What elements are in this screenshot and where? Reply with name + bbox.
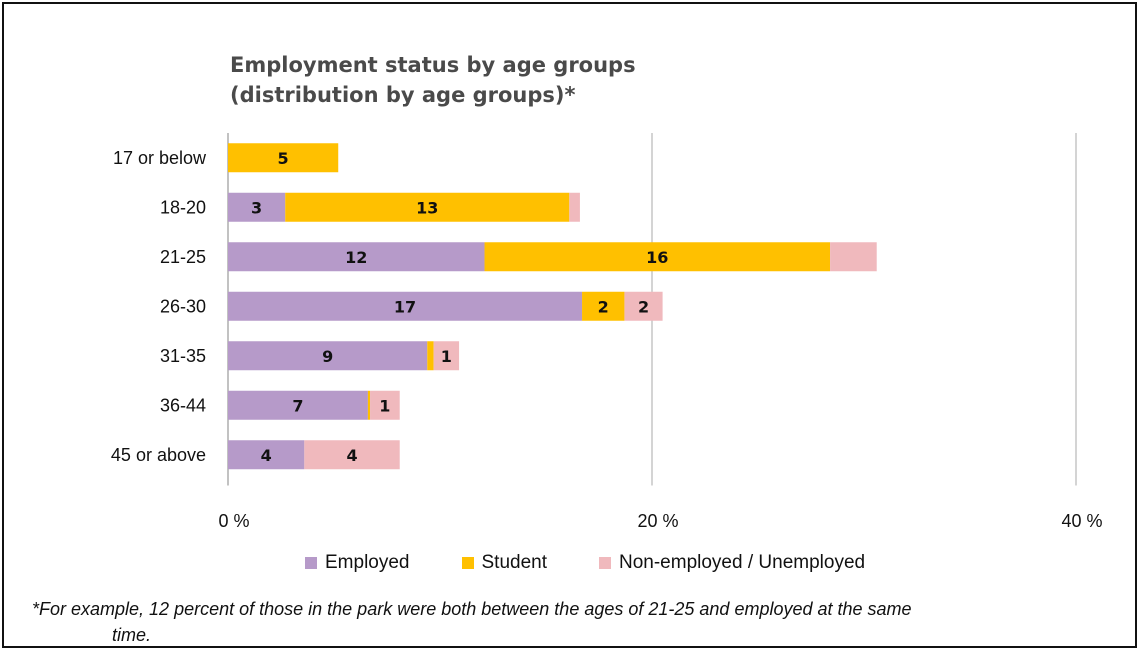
bar-non-employed-unemployed-6 <box>304 440 400 470</box>
bar-non-employed-unemployed-2 <box>830 242 877 272</box>
data-label-2-6: 4 <box>346 446 357 465</box>
data-label-1-1: 13 <box>416 198 438 217</box>
data-label-2-5: 1 <box>379 396 390 415</box>
bar-student-0 <box>228 143 339 173</box>
data-label-0-4: 9 <box>322 347 333 366</box>
data-label-2-3: 2 <box>638 297 649 316</box>
category-label-3: 26-30 <box>160 296 206 316</box>
bar-non-employed-unemployed-5 <box>370 390 400 420</box>
data-label-0-6: 4 <box>261 446 272 465</box>
legend-item-1: Student <box>461 552 548 574</box>
legend-swatch-0 <box>305 557 317 569</box>
bar-employed-5 <box>228 390 368 420</box>
category-label-5: 36-44 <box>160 395 206 415</box>
x-tick-label-0: 0 % <box>218 511 249 531</box>
category-label-4: 31-35 <box>160 346 206 366</box>
footnote-line-2: time. <box>112 625 152 645</box>
bar-employed-4 <box>228 341 428 371</box>
legend-swatch-2 <box>599 557 611 569</box>
bar-student-3 <box>582 291 625 321</box>
chart-legend: Employed Student Non-employed / Unemployed <box>305 552 917 574</box>
category-label-2: 21-25 <box>160 247 206 267</box>
legend-label-0: Employed <box>325 552 410 573</box>
legend-swatch-1 <box>461 557 474 569</box>
bar-non-employed-unemployed-1 <box>569 192 580 222</box>
data-label-1-3: 2 <box>598 297 609 316</box>
bar-employed-1 <box>228 192 286 222</box>
legend-item-2: Non-employed / Unemployed <box>599 552 865 574</box>
bar-employed-2 <box>228 242 485 272</box>
bar-employed-6 <box>228 440 305 470</box>
category-label-0: 17 or below <box>113 148 207 168</box>
bar-student-4 <box>427 341 434 371</box>
bar-student-5 <box>367 390 371 420</box>
category-label-1: 18-20 <box>160 197 206 217</box>
data-label-1-2: 16 <box>646 248 668 267</box>
data-label-0-1: 3 <box>251 198 262 217</box>
x-tick-label-2: 40 % <box>1061 511 1102 531</box>
legend-label-2: Non-employed / Unemployed <box>619 552 866 573</box>
chart-title: Employment status by age groups (distrib… <box>230 50 636 110</box>
data-label-0-3: 17 <box>394 297 416 316</box>
data-label-2-4: 1 <box>441 347 452 366</box>
bar-non-employed-unemployed-3 <box>624 291 663 321</box>
bar-student-1 <box>285 192 570 222</box>
bar-employed-3 <box>228 291 583 321</box>
chart-title-line-1: Employment status by age groups <box>230 53 636 77</box>
data-label-0-5: 7 <box>292 396 303 415</box>
chart-footnote: *For example, 12 percent of those in the… <box>32 596 1122 648</box>
chart-title-line-2: (distribution by age groups)* <box>230 83 576 107</box>
bar-non-employed-unemployed-4 <box>433 341 460 371</box>
legend-label-1: Student <box>481 552 548 573</box>
data-label-0-2: 12 <box>345 248 367 267</box>
legend-item-0: Employed <box>305 552 410 574</box>
footnote-line-1: *For example, 12 percent of those in the… <box>32 599 912 619</box>
data-label-1-0: 5 <box>278 149 289 168</box>
x-tick-label-1: 20 % <box>637 511 678 531</box>
bar-student-2 <box>484 242 831 272</box>
category-label-6: 45 or above <box>111 445 206 465</box>
